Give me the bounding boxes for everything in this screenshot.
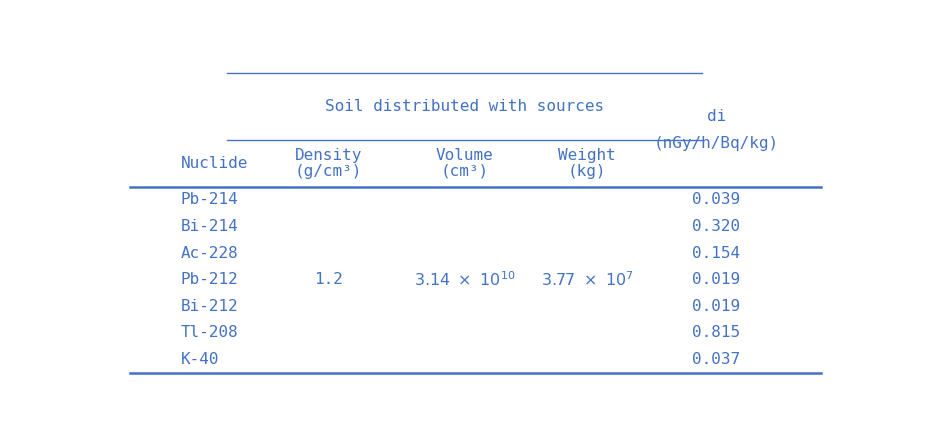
Text: 1.2: 1.2	[313, 272, 342, 287]
Text: 0.154: 0.154	[692, 245, 740, 260]
Text: Soil distributed with sources: Soil distributed with sources	[324, 99, 603, 114]
Text: Bi-212: Bi-212	[181, 299, 238, 314]
Text: (cm³): (cm³)	[440, 164, 489, 179]
Text: Tl-208: Tl-208	[181, 325, 238, 340]
Text: Bi-214: Bi-214	[181, 219, 238, 234]
Text: $3.14\ \times\ 10^{10}$: $3.14\ \times\ 10^{10}$	[413, 270, 515, 289]
Text: Density: Density	[294, 148, 362, 163]
Text: Nuclide: Nuclide	[181, 156, 248, 171]
Text: Pb-214: Pb-214	[181, 192, 238, 207]
Text: 0.320: 0.320	[692, 219, 740, 234]
Text: Pb-212: Pb-212	[181, 272, 238, 287]
Text: 0.019: 0.019	[692, 299, 740, 314]
Text: (kg): (kg)	[567, 164, 605, 179]
Text: 0.019: 0.019	[692, 272, 740, 287]
Text: Weight: Weight	[558, 148, 616, 163]
Text: 0.039: 0.039	[692, 192, 740, 207]
Text: 0.815: 0.815	[692, 325, 740, 340]
Text: Ac-228: Ac-228	[181, 245, 238, 260]
Text: Volume: Volume	[436, 148, 493, 163]
Text: di: di	[706, 109, 725, 124]
Text: (g/cm³): (g/cm³)	[294, 164, 362, 179]
Text: 0.037: 0.037	[692, 352, 740, 367]
Text: $3.77\ \times\ 10^{7}$: $3.77\ \times\ 10^{7}$	[540, 270, 633, 289]
Text: (nGy/h/Bq/kg): (nGy/h/Bq/kg)	[654, 136, 779, 151]
Text: K-40: K-40	[181, 352, 219, 367]
